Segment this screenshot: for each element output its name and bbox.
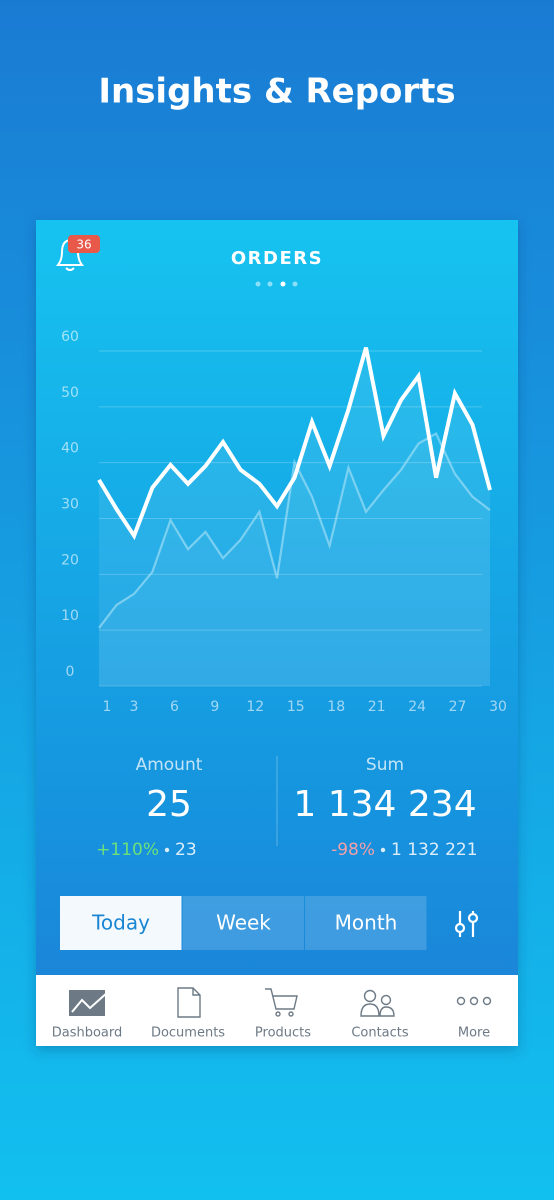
- tab-bar: [36, 975, 518, 1046]
- y-tick-label: 60: [61, 329, 79, 345]
- y-tick-label: 10: [61, 608, 79, 624]
- stat-value: 25: [146, 784, 192, 825]
- period-button[interactable]: [60, 896, 182, 950]
- chart: 0 10 20 30 40 50 60 1 3 6 9 12 15 18 21 24 27 30: [61, 329, 507, 715]
- area: [99, 347, 490, 686]
- line: [97, 347, 492, 541]
- separator-dot: [164, 847, 170, 853]
- x-tick-label: 9: [210, 699, 219, 715]
- y-tick-label: 20: [61, 552, 79, 568]
- period-button[interactable]: [305, 896, 427, 950]
- period-button[interactable]: [182, 896, 305, 950]
- tab-icons: [69, 987, 492, 1018]
- area: [99, 433, 490, 686]
- x-tick-label: 12: [246, 699, 264, 715]
- x-tick-label: 27: [449, 699, 467, 715]
- line: [98, 432, 491, 629]
- tab-label[interactable]: Products: [255, 1026, 311, 1041]
- x-tick-label: 24: [408, 699, 426, 715]
- stat-change: +110%: [96, 840, 159, 860]
- page-dots: [255, 281, 298, 287]
- tab-label[interactable]: More: [458, 1026, 490, 1041]
- stat-value: 1 134 234: [293, 784, 476, 825]
- stats: Amount 25 +110% 23 Sum 1 134 234 -98% 1 132 221: [96, 755, 477, 860]
- x-tick-label: 3: [130, 699, 139, 715]
- x-tick-label: 15: [287, 699, 305, 715]
- filter-button[interactable]: [454, 911, 479, 937]
- x-tick-label: 18: [327, 699, 345, 715]
- separator-dot: [380, 847, 386, 853]
- x-tick-label: 1: [103, 699, 112, 715]
- tabs: Dashboard Documents Products Contacts More: [52, 1026, 490, 1041]
- y-tick-label: 0: [66, 664, 75, 680]
- badge: [68, 235, 100, 253]
- period-label: Week: [216, 911, 271, 935]
- stat-label: Sum: [366, 755, 404, 775]
- tab-label[interactable]: Documents: [151, 1026, 225, 1041]
- period-label: Month: [335, 911, 398, 935]
- tab-label[interactable]: Dashboard: [52, 1026, 123, 1041]
- stat-change: -98%: [331, 840, 375, 860]
- period-selector: Today Week Month: [60, 896, 427, 950]
- card: [36, 220, 518, 1046]
- card-body: [36, 220, 518, 976]
- tab-label[interactable]: Contacts: [351, 1026, 409, 1041]
- stat-previous: 23: [175, 840, 197, 860]
- bell[interactable]: 36: [55, 235, 100, 271]
- page-title: Insights & Reports: [98, 72, 455, 112]
- y-tick-label: 40: [61, 441, 79, 457]
- period-label: Today: [91, 911, 150, 935]
- badge-count: 36: [76, 238, 91, 252]
- y-tick-label: 50: [61, 385, 79, 401]
- y-tick-label: 30: [61, 497, 79, 513]
- stat-previous: 1 132 221: [391, 840, 478, 860]
- chart-title: ORDERS: [231, 248, 323, 269]
- x-tick-label: 21: [368, 699, 386, 715]
- x-tick-label: 30: [489, 699, 507, 715]
- x-tick-label: 6: [170, 699, 179, 715]
- stat-label: Amount: [136, 755, 203, 775]
